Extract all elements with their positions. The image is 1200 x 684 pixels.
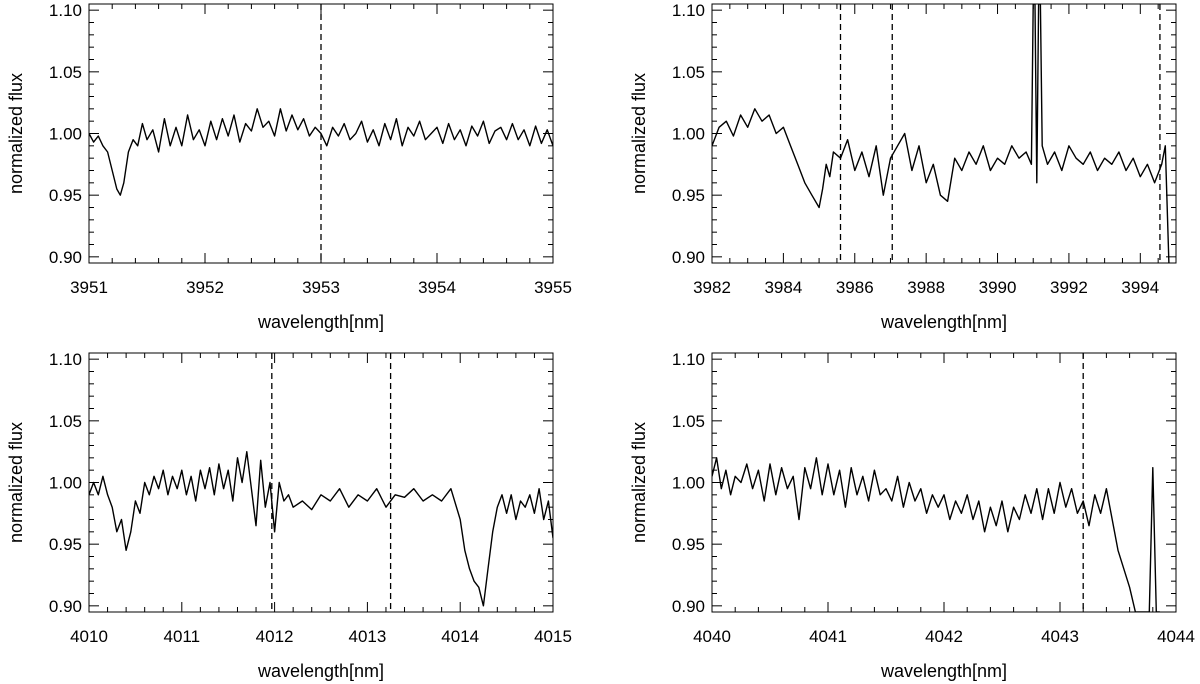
spectrum-line	[712, 457, 1160, 612]
y-tick-label: 1.10	[672, 1, 705, 20]
x-tick-label: 3954	[418, 278, 456, 297]
x-tick-label: 3988	[907, 278, 945, 297]
x-tick-label: 3951	[70, 278, 108, 297]
x-tick-label: 4042	[925, 627, 963, 646]
plot-frame	[88, 352, 554, 613]
x-tick-label: 3994	[1121, 278, 1159, 297]
y-tick-label: 1.10	[49, 350, 82, 369]
x-tick-label: 4010	[70, 627, 108, 646]
x-axis-label: wavelength[nm]	[880, 312, 1007, 332]
panel-3: 4010 4011 4012 4013 4014 4015 0.90 0.95 1.00 1.05…	[6, 350, 572, 681]
spectrum-line	[712, 4, 1170, 263]
x-tick-label: 3955	[534, 278, 572, 297]
x-tick-label: 4043	[1041, 627, 1079, 646]
y-tick-label: 1.00	[49, 474, 82, 493]
y-tick-label: 1.00	[672, 474, 705, 493]
y-tick-label: 0.90	[49, 597, 82, 616]
x-axis-label: wavelength[nm]	[257, 661, 384, 681]
y-tick-label: 1.00	[672, 125, 705, 144]
y-tick-label: 0.90	[672, 248, 705, 267]
x-tick-label: 4013	[348, 627, 386, 646]
spectrum-line	[89, 108, 553, 196]
x-tick-label: 4012	[256, 627, 294, 646]
x-tick-label: 4040	[693, 627, 731, 646]
y-tick-label: 0.95	[49, 535, 82, 554]
y-tick-label: 0.95	[672, 535, 705, 554]
y-tick-label: 1.00	[49, 125, 82, 144]
y-tick-label: 0.95	[49, 186, 82, 205]
x-tick-label: 3992	[1050, 278, 1088, 297]
panel-4: 4040 4041 4042 4043 4044 0.90 0.95 1.00 1.05 1.10…	[629, 350, 1195, 681]
x-tick-label: 4014	[441, 627, 479, 646]
x-tick-label: 3982	[693, 278, 731, 297]
y-axis-label: normalized flux	[629, 73, 649, 194]
panel-1: 3951 3952 3953 3954 3955 0.90 0.95 1.00 1.05 1.10…	[6, 1, 572, 332]
y-tick-label: 0.90	[672, 597, 705, 616]
x-tick-label: 3952	[186, 278, 224, 297]
plot-frame	[711, 352, 1177, 613]
y-tick-label: 1.05	[49, 63, 82, 82]
y-axis-label: normalized flux	[6, 422, 26, 543]
y-axis-label: normalized flux	[6, 73, 26, 194]
y-tick-label: 1.10	[672, 350, 705, 369]
x-axis-label: wavelength[nm]	[257, 312, 384, 332]
x-tick-label: 4015	[534, 627, 572, 646]
y-tick-label: 1.05	[49, 412, 82, 431]
y-tick-label: 1.05	[672, 412, 705, 431]
x-tick-label: 3986	[836, 278, 874, 297]
panel-2: 3982 3984 3986 3988 3990 3992 3994 0.90 0.95 1.00…	[629, 1, 1177, 332]
x-tick-label: 4011	[164, 627, 201, 646]
spectrum-line	[89, 451, 553, 607]
x-tick-label: 4044	[1157, 627, 1195, 646]
y-tick-label: 0.90	[49, 248, 82, 267]
y-tick-label: 1.05	[672, 63, 705, 82]
x-tick-label: 4041	[809, 627, 847, 646]
x-tick-label: 3984	[764, 278, 802, 297]
x-axis-label: wavelength[nm]	[880, 661, 1007, 681]
y-axis-label: normalized flux	[629, 422, 649, 543]
x-tick-label: 3990	[979, 278, 1017, 297]
plot-frame	[711, 3, 1177, 264]
y-tick-label: 1.10	[49, 1, 82, 20]
x-tick-label: 3953	[302, 278, 340, 297]
y-tick-label: 0.95	[672, 186, 705, 205]
